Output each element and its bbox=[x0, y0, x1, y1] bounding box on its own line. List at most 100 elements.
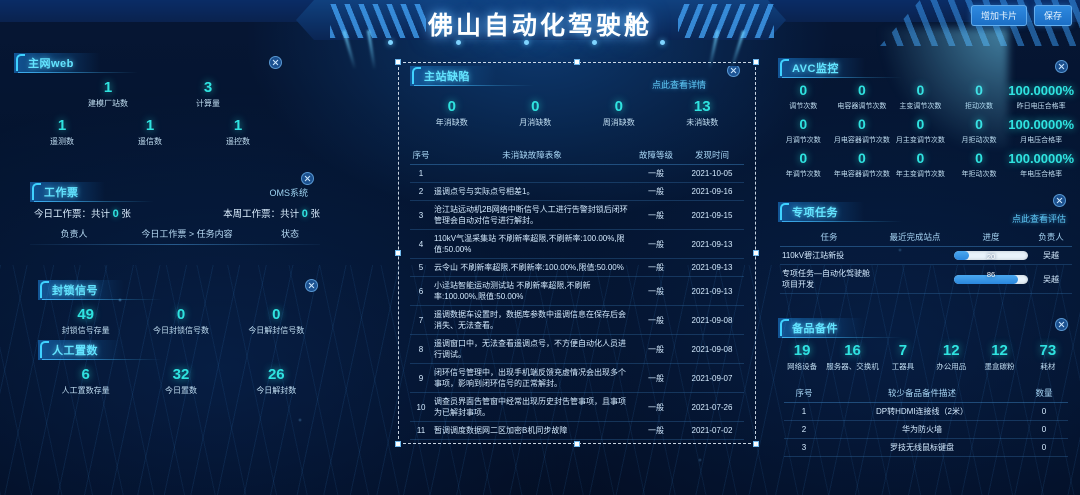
cell-progress[interactable]: 86 bbox=[952, 264, 1030, 294]
title-underline bbox=[42, 359, 162, 360]
resize-handle-se[interactable] bbox=[753, 441, 759, 447]
table-row[interactable]: 12在潮流计算过程中，存在变低分支的变电站在潮流计算一般2021-06-25 bbox=[410, 439, 744, 441]
table-row[interactable]: 11 暂调调度数据网二区加密B机同步故障 一般 2021-07-02 bbox=[410, 421, 744, 440]
table-row[interactable]: 110kV碧江站新投 20 吴越 bbox=[780, 246, 1072, 265]
title-underline bbox=[18, 72, 138, 73]
stat-label: 拒动次数 bbox=[964, 103, 993, 110]
table-row[interactable]: 1 DP转HDMI连接线（2米） 0 bbox=[784, 402, 1068, 421]
today-ticket-count: 0 bbox=[112, 208, 119, 220]
resize-handle-w[interactable] bbox=[395, 250, 401, 256]
stat-value: 100.0000% bbox=[1008, 151, 1075, 166]
avc-stat-row: 0 年调节次数 0 年电容器调节次数 0 年主变调节次数 0 年拒动次数 100.0000% 年电… bbox=[774, 150, 1074, 179]
cell-defect-desc: 小迳站智能运动测试站 不刷新率超限,不刷新率:100.00%,限值:50.00% bbox=[432, 276, 632, 306]
close-icon-master-station-defects[interactable] bbox=[727, 66, 740, 77]
table-row[interactable]: 3 罗技无线鼠标键盘 0 bbox=[784, 438, 1068, 457]
cell-found-time: 2021-09-07 bbox=[680, 363, 744, 393]
close-icon-spare-parts[interactable] bbox=[1055, 318, 1068, 331]
cell-progress[interactable]: 20 bbox=[952, 246, 1030, 265]
save-button[interactable]: 保存 bbox=[1033, 5, 1072, 26]
stat-label: 月消缺数 bbox=[519, 118, 552, 127]
table-row[interactable]: 专项任务—自动化驾驶舱项目开发 86 吴越 bbox=[780, 264, 1072, 294]
table-row[interactable]: 7 遥调数据车设置时，数据库参数中遥调信息在保存后会消失、无法查看。 一般 2021-… bbox=[410, 305, 744, 335]
stat-label: 人工置数存量 bbox=[61, 386, 110, 395]
cell-level: 一般 bbox=[632, 421, 680, 440]
web-stats-row-2: 1 遥测数 1 遥信数 1 遥控数 bbox=[18, 117, 282, 147]
stat-today-blocked: 0 今日封锁信号数 bbox=[133, 306, 228, 336]
card-header: 工作票 bbox=[30, 182, 320, 202]
close-icon-avc-monitor[interactable] bbox=[1055, 60, 1068, 73]
progress-bar[interactable] bbox=[954, 274, 1028, 284]
table-row[interactable]: 1 一般 2021-10-05 bbox=[410, 164, 744, 183]
table-row[interactable]: 5 云令山 不刷新率超限,不刷新率:100.00%,限值:50.00% 一般 2021… bbox=[410, 258, 744, 277]
stat-week-resolved: 0 周消缺数 bbox=[577, 98, 661, 128]
header-dot-row bbox=[340, 40, 750, 46]
cell-index: 1 bbox=[784, 402, 824, 421]
week-ticket-count: 0 bbox=[301, 208, 308, 220]
table-row[interactable]: 8 遥调窗口中，无法查看遥调点号，不方便自动化人员进行调试。 一般 2021-09-0… bbox=[410, 334, 744, 364]
cell-index: 12 bbox=[410, 439, 432, 441]
stat-label: 年电压合格率 bbox=[1020, 171, 1063, 178]
work-ticket-divider bbox=[30, 244, 320, 245]
table-row[interactable]: 10 调查员界面告管窗中经常出现历史封告管事项，且事项为已解封事项。 一般 2021-… bbox=[410, 392, 744, 422]
stat-label: 周消缺数 bbox=[602, 118, 635, 127]
cell-qty: 0 bbox=[1020, 438, 1068, 457]
stat-value: 13 bbox=[693, 98, 711, 115]
add-card-button[interactable]: 增加卡片 bbox=[970, 5, 1027, 26]
close-icon-block-signal[interactable] bbox=[305, 279, 318, 292]
cell-index: 3 bbox=[410, 200, 432, 230]
stat-modeled-stations: 1 建模厂站数 bbox=[58, 79, 158, 109]
web-stats-row-1: 1 建模厂站数 3 计算量 bbox=[58, 79, 258, 109]
card-spare-parts: 备品备件 19 网络设备 16 服务器、交换机 7 工器具 12 办公用品 12 墨盒碳粉 73 耗材… bbox=[778, 318, 1074, 478]
stat-label: 服务器、交换机 bbox=[826, 362, 879, 371]
cell-defect-desc: 遥调窗口中，无法查看遥调点号，不方便自动化人员进行调试。 bbox=[432, 334, 632, 364]
stat-label: 电容器调节次数 bbox=[837, 103, 887, 110]
cell-index: 7 bbox=[410, 305, 432, 335]
column-owner: 负责人 bbox=[60, 229, 88, 239]
view-assessment-link[interactable]: 点此查看评估 bbox=[1011, 214, 1066, 224]
avc-stat-row: 0 调节次数 0 电容器调节次数 0 主变调节次数 0 拒动次数 100.0000% 昨日电压合格… bbox=[774, 82, 1074, 111]
table-row[interactable]: 9 闭环信号管理中，出现手机端反馈充虚情况会出现多个事项，影响到闭环信号的正常解封… bbox=[410, 363, 744, 393]
cell-index: 2 bbox=[410, 182, 432, 201]
stat-label: 工器具 bbox=[891, 362, 915, 371]
cell-defect-desc: 云令山 不刷新率超限,不刷新率:100.00%,限值:50.00% bbox=[432, 258, 632, 277]
resize-handle-e[interactable] bbox=[753, 250, 759, 256]
progress-bar[interactable] bbox=[954, 251, 1028, 260]
card-header: 主站缺陷 bbox=[410, 66, 750, 86]
stat-manual-set-stock: 6 人工置数存量 bbox=[38, 366, 133, 396]
avc-stat: 0 拒动次数 bbox=[950, 82, 1009, 111]
cell-index: 2 bbox=[784, 420, 824, 439]
resize-handle-ne[interactable] bbox=[753, 59, 759, 65]
cell-index: 10 bbox=[410, 392, 432, 422]
column-owner: 负责人 bbox=[1030, 228, 1072, 247]
stat-label: 墨盒碳粉 bbox=[984, 362, 1015, 371]
avc-stat: 0 月主变调节次数 bbox=[891, 116, 950, 145]
table-row[interactable]: 4 110kV气温采集站 不刷新率超限,不刷新率:100.00%,限值:50.00… bbox=[410, 229, 744, 259]
stat-label: 月主变调节次数 bbox=[895, 137, 945, 144]
defect-table-body: 1 一般 2021-10-05 2 遥调点号与实际点号相差1。 一般 2021-09-16 3… bbox=[410, 164, 744, 441]
table-row[interactable]: 2 遥调点号与实际点号相差1。 一般 2021-09-16 bbox=[410, 182, 744, 201]
stat-block-signal-stock: 49 封锁信号存量 bbox=[38, 306, 133, 336]
cell-level: 一般 bbox=[632, 164, 680, 183]
column-found-time: 发现时间 bbox=[680, 146, 744, 165]
resize-handle-sw[interactable] bbox=[395, 441, 401, 447]
resize-handle-n[interactable] bbox=[574, 59, 580, 65]
stat-value: 0 bbox=[975, 82, 983, 98]
resize-handle-nw[interactable] bbox=[395, 59, 401, 65]
cell-defect-desc: 暂调调度数据网二区加密B机同步故障 bbox=[432, 421, 632, 440]
avc-stat: 0 调节次数 bbox=[774, 82, 833, 111]
close-icon-work-ticket[interactable] bbox=[301, 172, 314, 185]
card-manual-set-value: 人工置数 6 人工置数存量 32 今日置数 26 今日解封数 bbox=[38, 340, 328, 410]
resize-handle-s[interactable] bbox=[574, 441, 580, 447]
table-row[interactable]: 2 华为防火墙 0 bbox=[784, 420, 1068, 439]
title-underline bbox=[782, 221, 902, 222]
stat-today-set: 32 今日置数 bbox=[133, 366, 228, 396]
table-row[interactable]: 3 沧江站远动机2B网络中断信号人工进行告警封锁后闭环管理会自动对信号进行解封。一… bbox=[410, 200, 744, 230]
table-row[interactable]: 6 小迳站智能运动测试站 不刷新率超限,不刷新率:100.00%,限值:50.00… bbox=[410, 276, 744, 306]
card-master-station-defects[interactable]: 主站缺陷 点此查看详情 0 年消缺数 0 月消缺数 0 周消缺数 13 未消缺数 bbox=[404, 66, 750, 441]
view-details-link[interactable]: 点此查看详情 bbox=[651, 80, 706, 90]
close-icon-special-task[interactable] bbox=[1053, 194, 1066, 207]
cell-qty: 0 bbox=[1020, 402, 1068, 421]
close-icon-main-grid-web[interactable] bbox=[269, 56, 282, 69]
stat-value: 0 bbox=[447, 98, 456, 115]
stat-value: 0 bbox=[614, 98, 623, 115]
